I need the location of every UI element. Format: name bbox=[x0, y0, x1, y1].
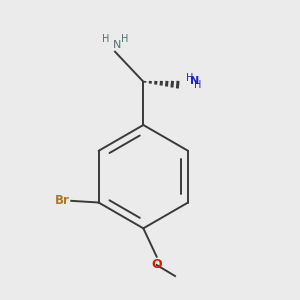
Text: H: H bbox=[186, 73, 193, 83]
Text: H: H bbox=[194, 80, 201, 90]
Text: O: O bbox=[152, 258, 162, 271]
Text: H: H bbox=[102, 34, 110, 44]
Text: H: H bbox=[121, 34, 129, 44]
Text: N: N bbox=[190, 76, 199, 86]
Text: Br: Br bbox=[55, 194, 70, 207]
Text: N: N bbox=[113, 40, 121, 50]
